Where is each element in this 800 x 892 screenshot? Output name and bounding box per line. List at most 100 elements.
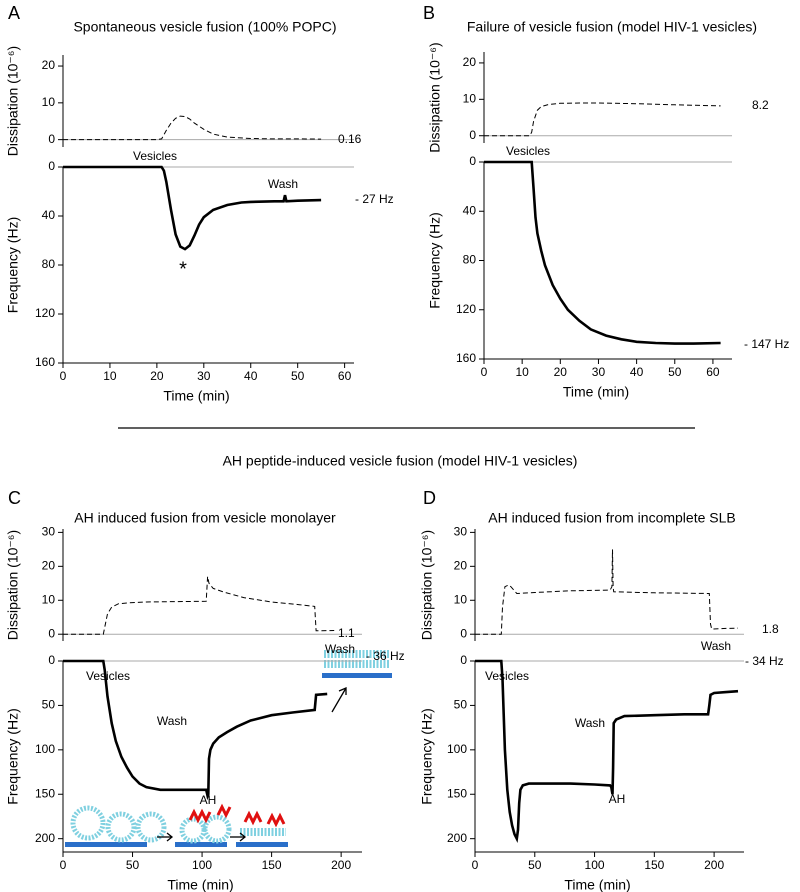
y-tick-label: 10 [42,592,56,606]
x-tick-label: 10 [103,369,117,383]
annotation: Wash [157,714,187,728]
x-tick-label: 40 [244,369,258,383]
chart-title: Spontaneous vesicle fusion (100% POPC) [73,19,336,35]
y-tick-label: 20 [42,58,56,72]
y-axis-label: Dissipation (10⁻⁶) [5,46,21,156]
y-tick-label: 50 [42,698,56,712]
y-tick-label: 200 [35,831,55,845]
x-tick-label: 50 [126,858,140,872]
y-tick-label: 10 [42,95,56,109]
x-tick-label: 0 [60,369,67,383]
y-axis-label: Dissipation (10⁻⁶) [427,42,443,152]
annotation: Wash [325,642,355,656]
x-tick-label: 100 [585,858,605,872]
annotation: - 34 Hz [745,654,784,668]
x-tick-label: 60 [338,369,352,383]
annotation: 0.16 [338,132,362,146]
y-axis-label: Dissipation (10⁻⁶) [5,530,21,640]
y-tick-label: 30 [42,525,56,539]
annotation: - 27 Hz [355,192,394,206]
y-tick-label: 160 [456,351,476,365]
x-tick-label: 30 [592,365,606,379]
data-line [63,659,328,801]
data-line [63,576,335,635]
annotation: Vesicles [485,669,529,683]
y-tick-label: 40 [463,203,477,217]
annotation: Vesicles [133,149,177,163]
x-tick-label: 0 [60,858,67,872]
panel-letter: A [8,3,20,23]
y-tick-label: 80 [463,253,477,267]
annotation: * [179,258,187,280]
y-tick-label: 20 [463,55,477,69]
y-tick-label: 80 [42,257,56,271]
y-tick-label: 0 [48,132,55,146]
y-tick-label: 0 [48,626,55,640]
x-axis-label: Time (min) [163,388,229,404]
x-tick-label: 200 [704,858,724,872]
y-tick-label: 10 [463,91,477,105]
data-line [63,115,322,141]
x-tick-label: 0 [472,858,479,872]
y-axis-label: Dissipation (10⁻⁶) [419,530,435,640]
y-tick-label: 120 [456,302,476,316]
x-tick-label: 20 [150,369,164,383]
annotation: - 147 Hz [744,337,789,351]
y-tick-label: 150 [35,786,55,800]
data-line [484,102,721,137]
annotation: Wash [268,177,298,191]
y-tick-label: 150 [447,786,467,800]
cartoon [65,650,392,847]
y-tick-label: 0 [460,653,467,667]
panel-letter: B [423,3,435,23]
chart-title: AH induced fusion from vesicle monolayer [74,510,336,526]
x-tick-label: 30 [197,369,211,383]
y-tick-label: 100 [447,742,467,756]
data-line [475,659,739,843]
x-tick-label: 40 [630,365,644,379]
y-axis-label: Frequency (Hz) [427,212,443,308]
x-tick-label: 60 [706,365,720,379]
data-line [484,160,721,345]
y-tick-label: 0 [460,626,467,640]
panel-letter: D [423,488,436,508]
x-tick-label: 50 [528,858,542,872]
x-tick-label: 50 [291,369,305,383]
data-line [63,165,322,251]
x-axis-label: Time (min) [564,877,630,892]
annotation: Wash [701,639,731,653]
annotation: AH [609,792,626,806]
chart-title: Failure of vesicle fusion (model HIV-1 v… [467,19,757,35]
y-axis-label: Frequency (Hz) [5,708,21,804]
x-axis-label: Time (min) [167,877,233,892]
y-axis-label: Frequency (Hz) [419,708,435,804]
x-tick-label: 10 [515,365,529,379]
section-title: AH peptide-induced vesicle fusion (model… [223,453,578,469]
x-tick-label: 150 [262,858,282,872]
x-axis-label: Time (min) [563,384,629,400]
x-tick-label: 200 [331,858,351,872]
y-tick-label: 30 [454,525,468,539]
x-tick-label: 50 [668,365,682,379]
x-tick-label: 0 [481,365,488,379]
annotation: 1.1 [338,626,355,640]
annotation: Vesicles [86,669,130,683]
annotation: AH [200,793,217,807]
annotation: Vesicles [506,144,550,158]
y-tick-label: 20 [454,559,468,573]
y-tick-label: 200 [447,831,467,845]
y-tick-label: 20 [42,559,56,573]
x-tick-label: 20 [554,365,568,379]
y-tick-label: 40 [42,208,56,222]
y-tick-label: 120 [35,306,55,320]
y-tick-label: 160 [35,355,55,369]
annotation: - 36 Hz [366,649,405,663]
y-tick-label: 50 [454,698,468,712]
y-tick-label: 10 [454,592,468,606]
y-axis-label: Frequency (Hz) [5,217,21,313]
annotation: 8.2 [752,98,769,112]
y-tick-label: 0 [469,154,476,168]
y-tick-label: 0 [469,128,476,142]
data-line [475,549,739,635]
